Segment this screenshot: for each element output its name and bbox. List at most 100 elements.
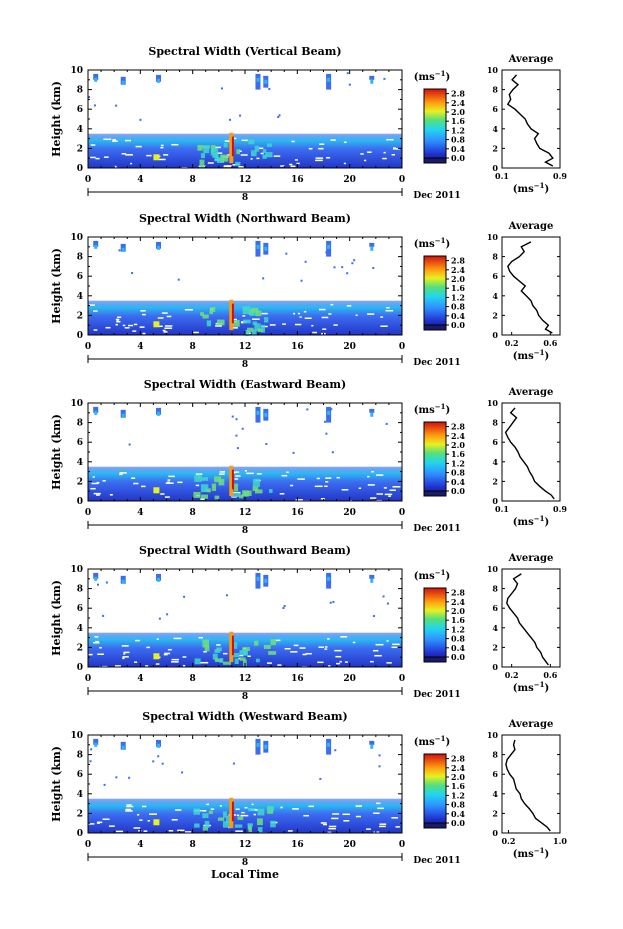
data-gap xyxy=(238,657,241,660)
data-gap xyxy=(258,147,264,150)
data-gap xyxy=(330,303,334,306)
turbulence-patch xyxy=(249,312,258,316)
date-label: Dec 2011 xyxy=(413,191,460,201)
data-gap xyxy=(164,327,173,329)
colorbar xyxy=(423,421,447,497)
convective-core-max xyxy=(231,469,234,490)
data-gap xyxy=(164,325,173,327)
data-gap xyxy=(251,803,254,806)
colorbar-tick-label: 0.0 xyxy=(451,486,465,496)
sparse-return xyxy=(341,266,344,269)
sparse-return xyxy=(325,251,328,254)
data-gap xyxy=(382,157,387,160)
data-gap xyxy=(340,636,348,638)
data-gap xyxy=(370,497,377,499)
sparse-return xyxy=(329,601,332,604)
y-tick-label: 0 xyxy=(77,497,83,507)
data-gap xyxy=(290,484,294,487)
turbulence-patch xyxy=(200,153,206,159)
data-gap xyxy=(121,153,127,155)
colorbar-tick-label: 2.4 xyxy=(451,763,465,773)
turbulence-patch xyxy=(268,489,273,493)
data-gap xyxy=(130,162,133,165)
data-gap xyxy=(89,304,95,306)
average-xlabel: (ms−1) xyxy=(513,846,549,861)
data-gap xyxy=(392,486,401,488)
turbulence-patch xyxy=(199,159,205,168)
turbulence-patch xyxy=(218,478,225,486)
y-tick-label: 2 xyxy=(77,144,83,154)
data-gap xyxy=(231,327,238,329)
turbulence-patch xyxy=(206,320,212,327)
data-gap xyxy=(355,805,362,807)
colorbar-tick-label: 0.8 xyxy=(451,800,465,810)
data-gap xyxy=(389,489,396,491)
convective-core xyxy=(229,797,234,829)
data-gap xyxy=(246,472,254,475)
data-gap xyxy=(162,329,166,332)
colorbar-tick-label: 1.6 xyxy=(451,615,465,625)
colorbar-floor xyxy=(423,656,447,663)
cloud-return xyxy=(157,743,161,748)
data-gap xyxy=(168,475,175,478)
colorbar-tick-label: 0.0 xyxy=(451,652,465,662)
cloud-return xyxy=(256,410,260,415)
data-gap xyxy=(195,484,200,487)
data-gap xyxy=(123,651,130,654)
avg-y-tick-label: 6 xyxy=(492,603,498,613)
turbulence-patch xyxy=(202,639,210,648)
avg-y-tick-label: 8 xyxy=(492,418,498,428)
sparse-return xyxy=(241,427,244,430)
data-gap xyxy=(328,827,336,830)
turbulence-patch xyxy=(270,639,277,646)
data-gap xyxy=(304,317,312,319)
turbulence-patch xyxy=(243,319,251,324)
turbulence-patch xyxy=(251,307,259,313)
data-gap xyxy=(366,828,371,830)
cloud-return xyxy=(256,244,260,249)
data-gap xyxy=(224,140,232,142)
average-frame xyxy=(501,69,561,169)
average-profile-line xyxy=(506,573,549,666)
data-gap xyxy=(133,323,138,326)
turbulence-patch xyxy=(204,820,210,828)
turbulence-patch xyxy=(236,149,240,155)
sparse-return xyxy=(265,442,268,445)
data-gap xyxy=(377,807,384,810)
colorbar-tick-label: 2.0 xyxy=(451,772,465,782)
colorbar-tick-label: 1.6 xyxy=(451,283,465,293)
avg-x-tick-label: 0.2 xyxy=(501,836,515,846)
turbulence-patch xyxy=(231,492,240,498)
data-gap xyxy=(108,825,115,827)
low-layer xyxy=(88,300,402,335)
turbulence-patch xyxy=(196,474,201,479)
turbulence-patch xyxy=(254,323,261,331)
data-gap xyxy=(235,808,240,811)
data-gap xyxy=(170,832,174,835)
cloud-return xyxy=(156,739,162,747)
turbulence-patch xyxy=(252,486,259,492)
average-frame xyxy=(501,568,561,668)
colorbar-tick-label: 2.8 xyxy=(451,588,465,598)
avg-y-tick-label: 8 xyxy=(492,85,498,95)
colorbar-tick-label: 0.0 xyxy=(451,320,465,330)
turbulence-patch xyxy=(261,324,266,333)
data-gap xyxy=(223,652,228,655)
y-tick-label: 2 xyxy=(77,311,83,321)
y-tick-label: 6 xyxy=(77,272,83,282)
cloud-return xyxy=(121,413,125,418)
data-gap xyxy=(158,325,163,328)
avg-y-tick-label: 2 xyxy=(492,808,498,818)
x-tick-label: 16 xyxy=(291,175,304,185)
colorbar-tick-label: 2.0 xyxy=(451,107,465,117)
data-gap xyxy=(293,644,299,647)
y-tick-label: 4 xyxy=(77,458,83,468)
data-gap xyxy=(167,479,171,481)
turbulence-patch xyxy=(262,154,267,159)
data-gap xyxy=(316,477,321,480)
convective-core xyxy=(229,299,234,331)
cloud-return xyxy=(256,576,260,581)
data-gap xyxy=(122,656,129,658)
y-tick-label: 6 xyxy=(77,105,83,115)
cloud-return xyxy=(370,246,374,251)
